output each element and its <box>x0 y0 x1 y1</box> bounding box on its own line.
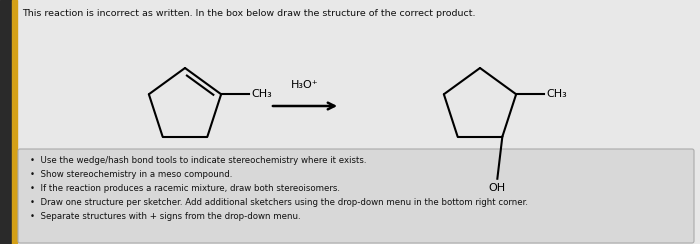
Text: CH₃: CH₃ <box>546 89 567 99</box>
Text: OH: OH <box>489 183 506 193</box>
Bar <box>12 0 17 244</box>
Text: H₃O⁺: H₃O⁺ <box>291 80 318 90</box>
Bar <box>0 0 12 244</box>
Text: •  If the reaction produces a racemic mixture, draw both stereoisomers.: • If the reaction produces a racemic mix… <box>30 184 340 193</box>
Text: •  Use the wedge/hash bond tools to indicate stereochemistry where it exists.: • Use the wedge/hash bond tools to indic… <box>30 156 367 165</box>
Text: •  Draw one structure per sketcher. Add additional sketchers using the drop-down: • Draw one structure per sketcher. Add a… <box>30 198 528 207</box>
Text: •  Show stereochemistry in a meso compound.: • Show stereochemistry in a meso compoun… <box>30 170 232 179</box>
Text: CH₃: CH₃ <box>251 89 272 99</box>
Text: •  Separate structures with + signs from the drop-down menu.: • Separate structures with + signs from … <box>30 212 300 221</box>
FancyBboxPatch shape <box>18 149 694 243</box>
Text: This reaction is incorrect as written. In the box below draw the structure of th: This reaction is incorrect as written. I… <box>22 9 475 18</box>
